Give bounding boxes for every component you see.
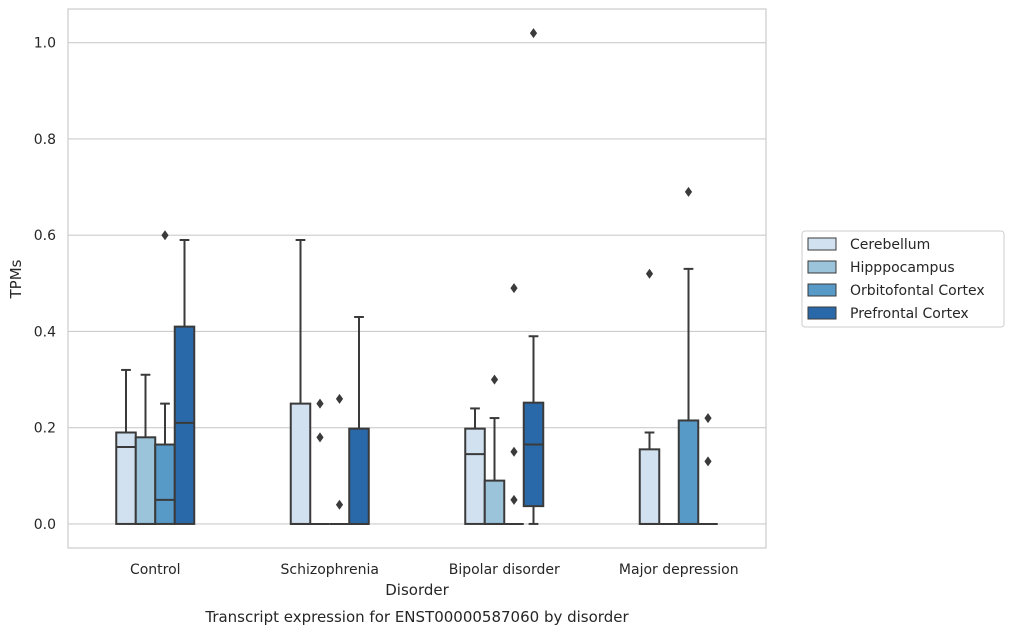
outlier-point <box>510 446 518 457</box>
legend-label: Prefrontal Cortex <box>850 306 969 322</box>
legend-items: Cerebellum Hipppocampus Orbitofontal Corte… <box>807 237 985 322</box>
legend-frame <box>801 230 1005 328</box>
legend-swatch <box>807 237 837 251</box>
y-tick-label: 0.2 <box>34 421 56 437</box>
legend-swatch <box>807 306 837 320</box>
outlier-point <box>684 186 693 197</box>
outlier-point <box>704 456 712 467</box>
outlier-point <box>316 432 324 443</box>
figure-caption: Transcript expression for ENST0000058706… <box>204 608 629 626</box>
y-tick-label: 0.8 <box>34 132 56 148</box>
legend-swatch <box>807 283 837 297</box>
legend: Cerebellum Hipppocampus Orbitofontal Corte… <box>801 230 1005 328</box>
box <box>483 479 506 525</box>
box <box>173 325 196 525</box>
box <box>134 436 157 525</box>
x-tick-labels: Control Schizophrenia Bipolar disorder Majo… <box>130 562 739 578</box>
outlier-point <box>490 374 499 385</box>
outlier-point <box>510 283 518 294</box>
box-groups <box>115 28 718 525</box>
x-tick-label: Bipolar disorder <box>449 562 560 578</box>
y-tick-label: 1.0 <box>34 36 56 52</box>
y-tick-label: 0.6 <box>34 228 56 244</box>
legend-swatch <box>807 260 837 274</box>
y-tick-label: 0.0 <box>34 517 56 533</box>
box <box>464 427 486 525</box>
box <box>677 419 700 525</box>
box-group <box>115 230 196 525</box>
outlier-point <box>645 268 654 279</box>
box <box>638 448 661 525</box>
outlier-point <box>335 393 344 404</box>
x-tick-label: Schizophrenia <box>281 562 379 578</box>
outlier-point <box>510 494 518 505</box>
x-tick-label: Major depression <box>619 562 739 578</box>
outlier-point <box>161 230 169 241</box>
y-tick-labels: 0.0 0.2 0.4 0.6 0.8 1.0 <box>34 36 56 533</box>
outlier-point <box>704 413 712 424</box>
legend-label: Orbitofontal Cortex <box>850 283 985 299</box>
box <box>522 401 545 508</box>
box <box>348 427 370 525</box>
box <box>289 402 312 525</box>
box <box>154 443 176 525</box>
outlier-point <box>335 499 344 510</box>
x-axis-label: Disorder <box>385 581 449 599</box>
box-group <box>464 28 545 525</box>
legend-label: Hipppocampus <box>850 260 955 276</box>
outlier-point <box>316 398 324 409</box>
legend-label: Cerebellum <box>850 237 930 253</box>
y-axis-label: TPMs <box>7 259 25 299</box>
x-tick-label: Control <box>130 562 181 578</box>
plot-frame <box>67 8 767 549</box>
box-group <box>289 239 370 525</box>
outlier-point <box>529 28 538 39</box>
y-tick-label: 0.4 <box>34 324 56 340</box>
box-group <box>638 186 718 525</box>
